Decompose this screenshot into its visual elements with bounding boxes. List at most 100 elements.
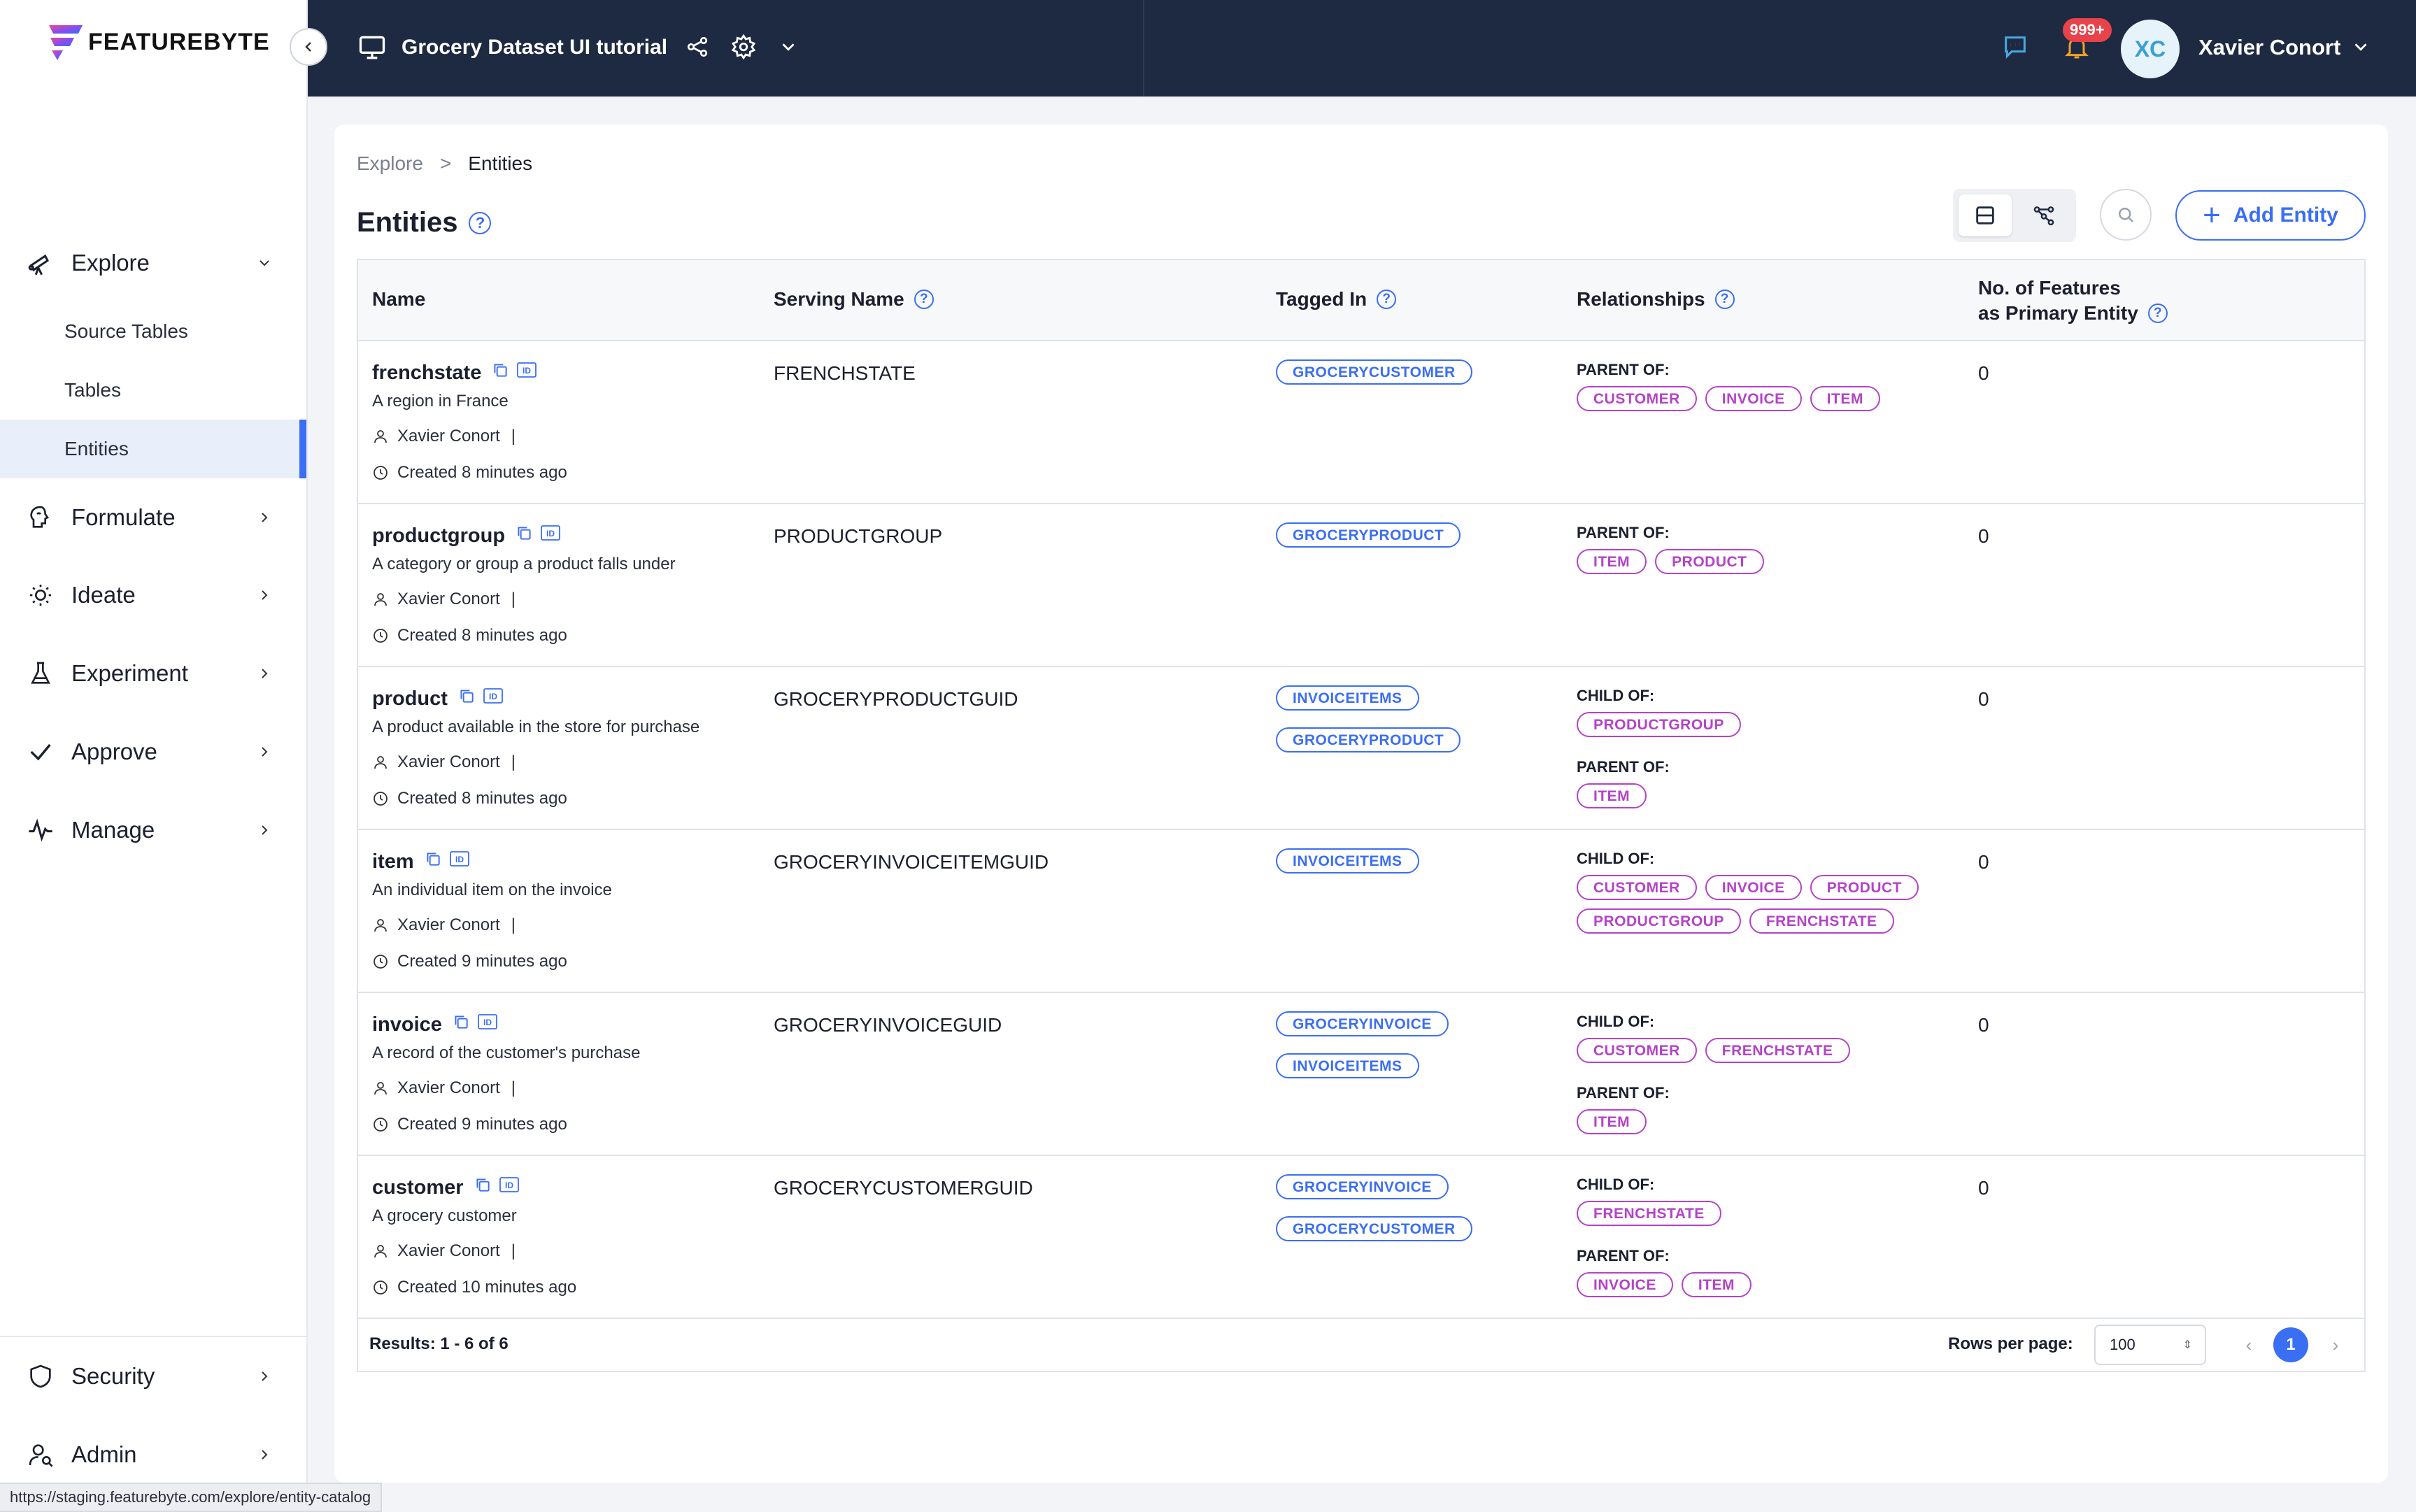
table-row[interactable]: productgroup ID A category or group a pr… <box>358 504 2364 667</box>
relationship-entity-badge[interactable]: FRENCHSTATE <box>1577 1201 1721 1226</box>
relationships-cell: CHILD OF: PRODUCTGROUP PARENT OF: ITEM <box>1577 687 1940 829</box>
nav-tables[interactable]: Tables <box>0 361 306 420</box>
relationship-entity-badge[interactable]: FRENCHSTATE <box>1749 908 1894 934</box>
previous-page-button[interactable]: ‹ <box>2245 1334 2252 1355</box>
id-icon[interactable]: ID <box>499 1176 520 1199</box>
entity-name[interactable]: item <box>372 850 414 873</box>
relationship-entity-badge[interactable]: FRENCHSTATE <box>1705 1038 1850 1063</box>
tag-badge[interactable]: INVOICEITEMS <box>1276 848 1419 873</box>
nav-experiment[interactable]: Experiment <box>0 646 306 701</box>
nav-ideate[interactable]: Ideate <box>0 567 306 623</box>
relationship-entity-badge[interactable]: PRODUCT <box>1655 549 1764 574</box>
entity-name[interactable]: customer <box>372 1176 464 1199</box>
entity-name[interactable]: productgroup <box>372 524 506 547</box>
avatar[interactable]: XC <box>2121 20 2180 78</box>
relationship-entity-badge[interactable]: CUSTOMER <box>1577 1038 1697 1063</box>
page-number-current[interactable]: 1 <box>2273 1327 2308 1362</box>
nav-manage[interactable]: Manage <box>0 802 306 858</box>
featurebyte-logo[interactable]: FEATUREBYTE <box>43 22 270 62</box>
copy-icon[interactable] <box>515 524 533 548</box>
tag-badge[interactable]: GROCERYCUSTOMER <box>1276 359 1472 385</box>
owner-name: Xavier Conort <box>397 1078 500 1097</box>
copy-icon[interactable] <box>474 1176 492 1199</box>
chevron-right-icon <box>255 742 274 762</box>
breadcrumb-explore[interactable]: Explore <box>357 152 423 174</box>
help-icon[interactable]: ? <box>1377 290 1397 309</box>
id-icon[interactable]: ID <box>483 687 504 711</box>
search-button[interactable] <box>2100 189 2152 241</box>
nav-formulate[interactable]: Formulate <box>0 490 306 545</box>
project-selector[interactable]: Grocery Dataset UI tutorial <box>357 29 667 66</box>
copy-icon[interactable] <box>452 1013 470 1036</box>
column-header-tagged-in[interactable]: Tagged In? <box>1276 288 1397 311</box>
column-header-relationships[interactable]: Relationships? <box>1577 288 1735 311</box>
feedback-button[interactable] <box>2001 32 2030 62</box>
entity-created: Created 9 minutes ago <box>372 1115 567 1134</box>
relationship-entity-badge[interactable]: ITEM <box>1577 549 1647 574</box>
nav-entities[interactable]: Entities <box>0 420 306 478</box>
serving-name: GROCERYCUSTOMERGUID <box>774 1177 1033 1199</box>
entity-name[interactable]: invoice <box>372 1013 442 1036</box>
next-page-button[interactable]: › <box>2332 1334 2339 1355</box>
relationship-entity-badge[interactable]: CUSTOMER <box>1577 386 1697 411</box>
project-menu-button[interactable] <box>774 32 803 62</box>
id-icon[interactable]: ID <box>516 361 537 385</box>
relationship-label: PARENT OF: <box>1577 361 1670 378</box>
tag-badge[interactable]: GROCERYINVOICE <box>1276 1011 1449 1036</box>
table-row[interactable]: customer ID A grocery customer Xavier Co… <box>358 1156 2364 1319</box>
relationship-entity-badge[interactable]: PRODUCT <box>1810 875 1919 900</box>
nav-source-tables[interactable]: Source Tables <box>0 302 306 361</box>
copy-icon[interactable] <box>491 361 509 385</box>
sidebar-collapse-button[interactable] <box>290 28 327 66</box>
table-row[interactable]: frenchstate ID A region in France Xavier… <box>358 341 2364 504</box>
relationship-entity-badge[interactable]: PRODUCTGROUP <box>1577 908 1741 934</box>
entity-name[interactable]: product <box>372 687 448 710</box>
column-header-num-features[interactable]: No. of Features as Primary Entity ? <box>1978 276 2168 326</box>
relationship-entity-badge[interactable]: CUSTOMER <box>1577 875 1697 900</box>
column-header-serving-name[interactable]: Serving Name? <box>774 288 934 311</box>
table-view-button[interactable] <box>1959 194 2012 236</box>
help-icon[interactable]: ? <box>914 290 934 309</box>
help-icon[interactable]: ? <box>2147 304 2168 323</box>
entity-name[interactable]: frenchstate <box>372 361 482 384</box>
copy-icon[interactable] <box>424 850 442 873</box>
entity-description: A grocery customer <box>372 1206 517 1225</box>
tag-badge[interactable]: GROCERYINVOICE <box>1276 1174 1449 1199</box>
tag-badge[interactable]: GROCERYCUSTOMER <box>1276 1216 1472 1241</box>
help-icon[interactable]: ? <box>1714 290 1735 309</box>
help-icon[interactable]: ? <box>469 211 492 234</box>
id-icon[interactable]: ID <box>477 1013 498 1036</box>
add-entity-button[interactable]: + Add Entity <box>2175 190 2366 241</box>
relationship-entity-badge[interactable]: INVOICE <box>1705 386 1802 411</box>
relationship-entity-badge[interactable]: INVOICE <box>1705 875 1802 900</box>
nav-admin[interactable]: Admin <box>0 1427 306 1483</box>
nav-security[interactable]: Security <box>0 1348 306 1404</box>
id-icon[interactable]: ID <box>449 850 470 873</box>
nav-approve[interactable]: Approve <box>0 724 306 780</box>
entity-owner: Xavier Conort | <box>372 1241 516 1261</box>
relationship-entity-badge[interactable]: ITEM <box>1810 386 1880 411</box>
table-row[interactable]: product ID A product available in the st… <box>358 667 2364 830</box>
tag-badge[interactable]: GROCERYPRODUCT <box>1276 522 1461 548</box>
table-row[interactable]: invoice ID A record of the customer's pu… <box>358 993 2364 1156</box>
search-icon <box>2119 208 2133 222</box>
user-name[interactable]: Xavier Conort <box>2198 35 2341 59</box>
id-icon[interactable]: ID <box>540 524 561 548</box>
tag-badge[interactable]: INVOICEITEMS <box>1276 685 1419 711</box>
table-row[interactable]: item ID An individual item on the invoic… <box>358 830 2364 993</box>
relationship-entity-badge[interactable]: PRODUCTGROUP <box>1577 712 1741 737</box>
relationship-entity-badge[interactable]: ITEM <box>1577 1109 1647 1134</box>
copy-icon[interactable] <box>457 687 476 711</box>
settings-button[interactable] <box>729 32 758 62</box>
column-header-name[interactable]: Name <box>372 288 425 311</box>
user-menu-button[interactable] <box>2346 32 2375 62</box>
nav-explore[interactable]: Explore <box>0 235 306 291</box>
graph-view-button[interactable] <box>2017 194 2070 236</box>
tag-badge[interactable]: GROCERYPRODUCT <box>1276 727 1461 753</box>
share-button[interactable] <box>683 32 712 62</box>
relationship-entity-badge[interactable]: ITEM <box>1577 783 1647 808</box>
tag-badge[interactable]: INVOICEITEMS <box>1276 1053 1419 1078</box>
relationship-entity-badge[interactable]: INVOICE <box>1577 1272 1673 1297</box>
rows-per-page-select[interactable]: 100 ⇕ <box>2094 1325 2206 1365</box>
relationship-entity-badge[interactable]: ITEM <box>1681 1272 1752 1297</box>
